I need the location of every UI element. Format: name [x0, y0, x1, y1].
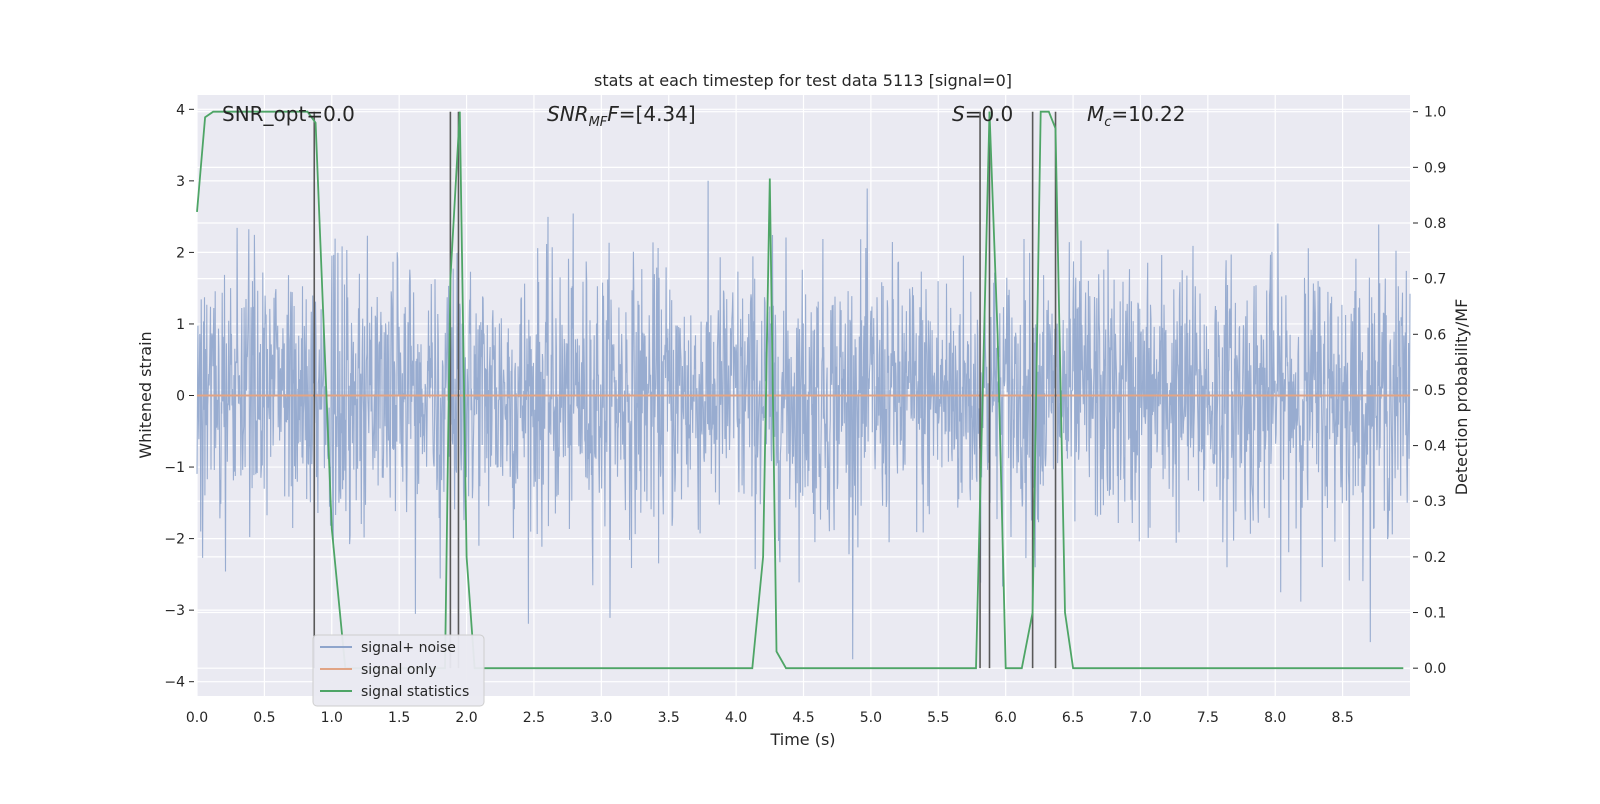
vertical-markers	[313, 111, 1057, 669]
signal-noise-line	[196, 180, 1411, 660]
x-tick-label: 0.0	[186, 710, 208, 726]
x-tick-label: 7.0	[1129, 710, 1151, 726]
y-tick-label: 2	[176, 245, 185, 261]
signal-noise-series	[196, 180, 1411, 660]
x-tick-label: 4.0	[725, 710, 747, 726]
legend: signal+ noise signal only signal statist…	[312, 634, 485, 707]
x-tick-label: 3.5	[658, 710, 680, 726]
x-tick-label: 3.0	[590, 710, 612, 726]
annotation-snr-mf-value: =[4.34]	[619, 102, 696, 126]
signal-statistics-series	[196, 110, 1404, 670]
x-tick-label: 8.5	[1331, 710, 1353, 726]
annotation-snr-mf-sub: MF	[589, 115, 608, 130]
y-tick-label: −3	[164, 603, 185, 619]
annotation-snr-opt: SNR_opt=0.0	[222, 102, 355, 126]
x-tick-label: 4.5	[792, 710, 814, 726]
y-tick-label: −4	[164, 675, 185, 691]
x-tick-label: 2.0	[455, 710, 477, 726]
x-tick-label: 1.0	[321, 710, 343, 726]
x-tick-label: 0.5	[253, 710, 275, 726]
legend-label-signal-noise: signal+ noise	[361, 640, 456, 656]
x-tick-label: 6.5	[1062, 710, 1084, 726]
y-tick-label: 0	[176, 389, 185, 405]
y-right-tick-label: 0.3	[1424, 494, 1446, 510]
x-tick-label: 1.5	[388, 710, 410, 726]
y-tick-label: −1	[164, 460, 185, 476]
annotation-snr-mf: SNRMFF=[4.34]	[547, 102, 696, 130]
y-right-tick-labels: 1.0 0.9 0.8 0.7 0.6 0.5 0.4 0.3 0.2 0.1 0.0	[1413, 105, 1446, 677]
y-tick-label: 4	[176, 102, 185, 118]
y-tick-label: 1	[176, 317, 185, 333]
y-right-tick-label: 0.1	[1424, 606, 1446, 622]
legend-label-signal-statistics: signal statistics	[361, 684, 469, 700]
y-right-tick-label: 0.5	[1424, 383, 1446, 399]
y-axis-label: Whitened strain	[136, 331, 155, 458]
annotation-mc: Mc=10.22	[1087, 102, 1185, 130]
x-tick-label: 5.5	[927, 710, 949, 726]
y-right-tick-label: 0.7	[1424, 272, 1446, 288]
y-right-tick-label: 0.8	[1424, 216, 1446, 232]
y-right-tick-label: 0.9	[1424, 160, 1446, 176]
annotation-s: S=0.0	[952, 102, 1013, 126]
y-right-tick-label: 0.2	[1424, 550, 1446, 566]
y-right-tick-label: 1.0	[1424, 105, 1446, 121]
legend-box	[312, 634, 485, 707]
x-axis-label: Time (s)	[769, 730, 835, 749]
annotation-mc-sub: c	[1104, 115, 1111, 130]
x-tick-labels: 0.0 0.5 1.0 1.5 2.0 2.5 3.0 3.5 4.0 4.5 5.0 5.5 6.0 6…	[186, 710, 1354, 726]
y-right-axis-label: Detection probability/MF	[1452, 299, 1471, 496]
x-tick-label: 7.5	[1197, 710, 1219, 726]
y-right-tick-label: 0.0	[1424, 661, 1446, 677]
y-right-tick-label: 0.6	[1424, 327, 1446, 343]
x-tick-label: 2.5	[523, 710, 545, 726]
y-tick-label: 3	[176, 174, 185, 190]
annotation-snr-mf-main: SNR	[547, 102, 589, 126]
x-tick-label: 5.0	[860, 710, 882, 726]
y-right-tick-label: 0.4	[1424, 439, 1446, 455]
y-tick-label: −2	[164, 532, 185, 548]
annotation-mc-value: =10.22	[1111, 102, 1185, 126]
chart-title: stats at each timestep for test data 511…	[594, 71, 1012, 90]
x-tick-label: 6.0	[995, 710, 1017, 726]
annotation-s-value: =0.0	[965, 102, 1014, 126]
y-tick-labels: 4 3 2 1 0 −1 −2 −3 −4	[164, 102, 194, 691]
x-tick-label: 8.0	[1264, 710, 1286, 726]
annotation-s-main: S	[952, 102, 965, 126]
annotation-mc-main: M	[1087, 102, 1104, 126]
legend-label-signal-only: signal only	[361, 662, 436, 678]
